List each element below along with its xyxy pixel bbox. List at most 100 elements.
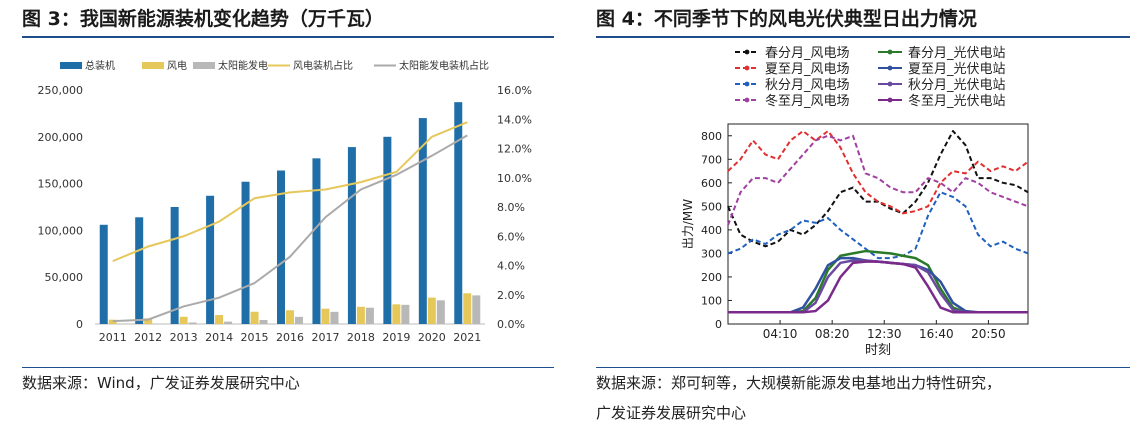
legend-marker-6 (887, 81, 893, 87)
bar-风电-2017 (321, 308, 330, 324)
bar-太阳能发电-2020 (436, 300, 445, 324)
y-right-tick-label: 8.0% (497, 201, 525, 214)
figure-3-title: 图 3：我国新能源装机变化趋势（万千瓦） (22, 8, 384, 30)
y-left-tick-label: 100,000 (38, 224, 84, 237)
installed-capacity-chart: 总装机 风电 太阳能发电 风电装机占比 太阳能发电装机占比 0 50,000 100,000 1… (38, 59, 532, 344)
y-tick-label: 700 (701, 153, 722, 166)
legend-label: 太阳能发电 (218, 59, 268, 72)
legend-label: 风电装机占比 (293, 59, 353, 72)
x-tick-label: 2019 (382, 331, 410, 344)
y-tick-label: 500 (701, 200, 722, 213)
legend-marker-1 (744, 65, 750, 71)
bar-总装机-2013 (170, 207, 179, 324)
legend-label: 风电 (167, 59, 187, 72)
bar-总装机-2014 (206, 195, 215, 324)
bar-太阳能发电-2013 (188, 322, 197, 324)
series-line-春分月_风电场 (727, 130, 1029, 248)
x-axis-label: 时刻 (865, 343, 891, 358)
source-rule (596, 367, 1130, 368)
series-line-春分月_光伏电站 (728, 249, 1028, 314)
bar-太阳能发电-2018 (365, 307, 374, 324)
legend-label: 总装机 (85, 59, 115, 72)
legend-marker-4 (887, 49, 893, 55)
y-right-tick-label: 10.0% (497, 172, 532, 185)
x-tick-label: 2018 (347, 331, 375, 344)
legend-label: 秋分月_风电场 (765, 78, 850, 93)
source-rule (22, 367, 554, 368)
legend-marker-3 (744, 97, 750, 103)
series-line-夏至月_光伏电站 (728, 256, 1028, 314)
y-tick-label: 400 (701, 224, 722, 237)
legend-label: 夏至月_光伏电站 (908, 62, 1006, 77)
title-rule (22, 36, 554, 38)
legend-marker-2 (744, 81, 750, 87)
bar-总装机-2012 (135, 217, 144, 324)
y-left-tick-label: 0 (76, 318, 83, 331)
legend-marker-7 (887, 97, 893, 103)
x-tick-label: 04:10 (763, 327, 798, 341)
series-line-秋分月_光伏电站 (728, 259, 1028, 314)
figure-3-panel: 图 3：我国新能源装机变化趋势（万千瓦） 总装机 风电 太阳能发电 风电装机占比 太阳能… (0, 0, 566, 441)
bar-风电-2015 (250, 311, 259, 324)
line-太阳能发电装机占比 (112, 134, 468, 323)
x-tick-label: 2013 (170, 331, 198, 344)
series-line-冬至月_光伏电站 (728, 260, 1028, 314)
bar-风电-2014 (215, 315, 224, 324)
bar-太阳能发电-2017 (330, 311, 339, 324)
y-right-tick-label: 2.0% (497, 289, 525, 302)
figure-3-source: 数据来源：Wind，广发证券发展研究中心 (22, 374, 300, 392)
x-tick-label: 20:50 (971, 327, 1006, 341)
y-left-tick-label: 200,000 (38, 131, 84, 144)
x-tick-label: 2016 (276, 331, 304, 344)
bar-总装机-2020 (418, 118, 427, 324)
bar-总装机-2016 (277, 170, 285, 324)
x-tick-label: 2021 (453, 331, 481, 344)
title-rule (596, 36, 1130, 38)
x-tick-label: 12:30 (867, 327, 902, 341)
y-right-tick-label: 0.0% (497, 318, 525, 331)
series-line-夏至月_风电场 (727, 130, 1029, 215)
legend-label: 冬至月_光伏电站 (908, 93, 1006, 109)
bar-太阳能发电-2014 (224, 321, 233, 324)
x-tick-label: 2015 (241, 331, 269, 344)
y-right-tick-label: 16.0% (497, 84, 532, 97)
y-tick-label: 800 (701, 130, 722, 143)
bar-太阳能发电-2011 (117, 323, 126, 325)
bar-太阳能发电-2016 (295, 316, 303, 324)
bar-风电-2016 (286, 310, 294, 324)
bar-风电-2011 (108, 319, 117, 324)
y-tick-label: 0 (715, 318, 722, 331)
x-tick-label: 2011 (99, 331, 127, 344)
plot-frame (727, 123, 1029, 325)
bar-太阳能发电-2021 (472, 295, 481, 324)
bar-风电-2020 (427, 297, 436, 324)
bar-风电-2019 (392, 304, 401, 324)
legend-label: 夏至月_风电场 (765, 62, 850, 77)
legend-swatch-0 (60, 62, 82, 69)
y-tick-label: 300 (701, 247, 722, 260)
figure-4-panel: 图 4：不同季节下的风电光伏典型日出力情况 春分月_风电场 夏至月_风电场 秋分月_… (580, 0, 1142, 441)
figure-4-title: 图 4：不同季节下的风电光伏典型日出力情况 (596, 8, 977, 30)
y-left-tick-label: 50,000 (45, 271, 84, 284)
legend-swatch-1 (142, 62, 164, 69)
y-right-tick-label: 6.0% (497, 230, 525, 243)
x-tick-label: 2014 (205, 331, 233, 344)
legend-label: 秋分月_光伏电站 (908, 78, 1006, 93)
bar-总装机-2015 (241, 181, 250, 324)
legend-marker-0 (744, 49, 750, 55)
bar-总装机-2018 (347, 147, 356, 324)
x-tick-label: 2012 (134, 331, 162, 344)
y-tick-label: 600 (701, 177, 722, 190)
legend-label: 冬至月_风电场 (765, 93, 850, 109)
bar-总装机-2019 (383, 136, 392, 324)
bar-太阳能发电-2019 (401, 304, 410, 324)
legend-label: 太阳能发电装机占比 (399, 59, 489, 72)
x-tick-label: 2020 (418, 331, 446, 344)
y-tick-label: 200 (701, 271, 722, 284)
bar-太阳能发电-2015 (259, 319, 268, 324)
legend-label: 春分月_风电场 (765, 46, 850, 61)
y-left-tick-label: 150,000 (38, 178, 84, 191)
y-right-tick-label: 12.0% (497, 143, 532, 156)
bar-风电-2012 (144, 318, 153, 324)
